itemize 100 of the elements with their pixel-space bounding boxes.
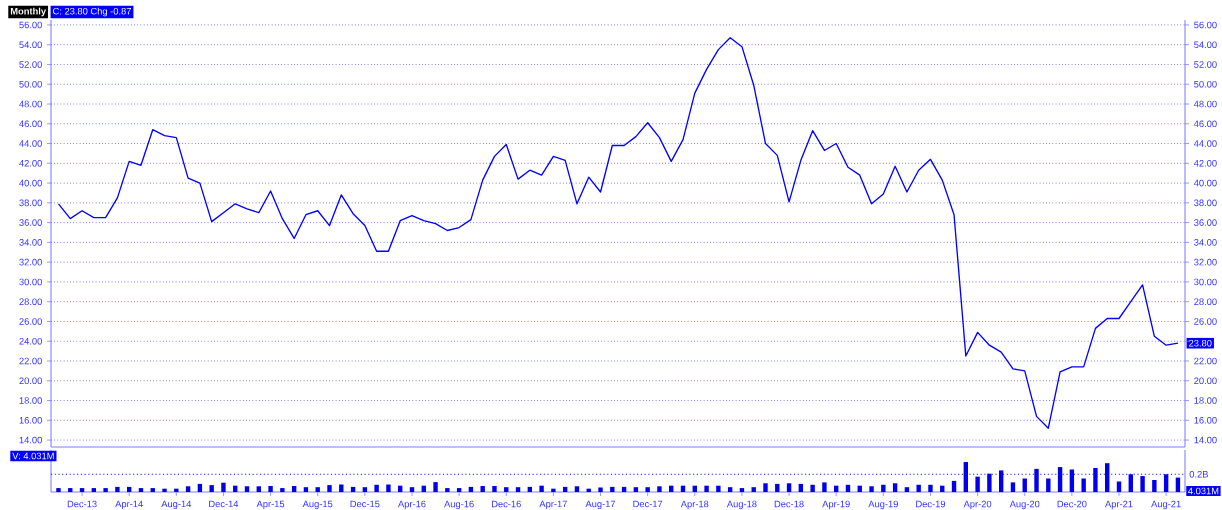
x-tick-label: Dec-14 xyxy=(209,500,239,508)
x-tick-label: Aug-14 xyxy=(161,500,192,510)
bar xyxy=(504,487,509,492)
bar xyxy=(185,486,191,492)
y2-tick-label: 28.00 xyxy=(1194,298,1217,305)
bar xyxy=(633,487,639,492)
bar xyxy=(103,488,108,492)
bar xyxy=(445,488,450,492)
bar xyxy=(303,487,309,492)
y2-tick-label: 16.00 xyxy=(1194,417,1217,424)
y2-tick-label: 22.00 xyxy=(1194,357,1217,365)
bar xyxy=(79,488,85,492)
bar xyxy=(174,488,179,492)
y-tick-label: 24.00 xyxy=(19,337,42,345)
bar xyxy=(551,488,556,492)
y-tick-label: 26.00 xyxy=(19,318,42,325)
y2-tick-label: 56.00 xyxy=(1194,21,1217,29)
bar xyxy=(433,482,438,492)
bar xyxy=(763,483,768,492)
bar xyxy=(704,485,709,492)
x-tick-label: Dec-20 xyxy=(1057,500,1087,508)
text: 4.031M xyxy=(1188,487,1219,495)
bar xyxy=(138,488,144,492)
bar xyxy=(574,486,580,492)
y2-tick-label: 52.00 xyxy=(1194,61,1217,68)
annotation: 23.80 xyxy=(1189,339,1212,347)
y2-tick-label: 44.00 xyxy=(1193,140,1217,147)
y2-tick-label: 38.00 xyxy=(1194,199,1217,207)
bar xyxy=(244,486,250,492)
bar xyxy=(727,487,733,492)
bar xyxy=(928,484,933,492)
bar xyxy=(350,486,356,492)
bar xyxy=(786,483,792,492)
bar xyxy=(598,487,603,492)
y-tick-label: 36.00 xyxy=(19,219,42,226)
bar xyxy=(916,484,921,492)
y2-tick-label: 50.00 xyxy=(1194,80,1217,88)
y-tick-label: 44.00 xyxy=(19,140,42,147)
x-tick-label: Dec-15 xyxy=(350,500,380,508)
bar xyxy=(716,485,721,492)
bar xyxy=(1116,481,1122,492)
y2-tick-label: 42.00 xyxy=(1193,160,1217,167)
bar xyxy=(810,484,815,492)
bar xyxy=(610,486,615,492)
bar xyxy=(468,486,474,492)
bar xyxy=(480,485,485,492)
y-tick-label: 46.00 xyxy=(19,120,42,128)
bar xyxy=(339,484,344,492)
x-tick-label: Aug-19 xyxy=(868,500,898,510)
bar xyxy=(1010,482,1016,492)
bar xyxy=(68,488,73,492)
bar xyxy=(951,480,957,492)
bar xyxy=(822,482,827,492)
y2-tick-label: 48.00 xyxy=(1193,100,1217,108)
x-tick-label: Dec-13 xyxy=(67,500,97,508)
x-tick-label: Dec-16 xyxy=(491,500,521,508)
y-tick-label: 14.00 xyxy=(19,436,42,444)
bar xyxy=(1046,478,1051,492)
bar xyxy=(492,485,497,492)
bar xyxy=(256,486,261,492)
bar xyxy=(515,487,521,492)
bar xyxy=(162,488,167,492)
bar xyxy=(362,487,368,492)
bar xyxy=(645,487,650,492)
y2-tick-label: 30.00 xyxy=(1194,278,1217,286)
x-tick-label: Dec-18 xyxy=(774,500,804,508)
x-tick-label: Apr-20 xyxy=(963,500,992,510)
bar xyxy=(562,486,568,492)
y2-tick-label: 40.00 xyxy=(1193,179,1217,187)
bar xyxy=(1022,478,1027,492)
ref-line-label: 0.2B xyxy=(1189,470,1208,478)
y2-tick-label: 34.00 xyxy=(1194,239,1217,246)
y2-tick-label: 54.00 xyxy=(1194,41,1217,48)
bar xyxy=(221,482,226,492)
bar xyxy=(374,484,379,492)
bar xyxy=(975,476,980,492)
bar xyxy=(280,488,285,492)
bar xyxy=(539,485,544,492)
y-tick-label: 40.00 xyxy=(19,179,42,187)
bar xyxy=(150,488,155,492)
y2-tick-label: 18.00 xyxy=(1194,397,1217,404)
y-tick-label: 38.00 xyxy=(19,199,42,207)
bar xyxy=(126,486,132,492)
y-tick-label: 48.00 xyxy=(19,100,42,108)
bar xyxy=(291,485,297,492)
y2-tick-label: 46.00 xyxy=(1193,120,1217,128)
bar xyxy=(409,487,415,492)
bar xyxy=(386,484,391,492)
bar xyxy=(621,486,627,492)
y-tick-label: 52.00 xyxy=(19,61,42,68)
text: C: 23.80 Chg -0.87 xyxy=(53,7,131,17)
y-tick-label: 30.00 xyxy=(19,278,42,286)
x-tick-label: Aug-20 xyxy=(1009,500,1040,510)
bar xyxy=(739,488,745,492)
line-series xyxy=(57,37,1179,429)
bar xyxy=(315,487,320,492)
bar xyxy=(456,488,462,492)
x-tick-label: Dec-17 xyxy=(633,500,663,508)
y-tick-label: 50.00 xyxy=(19,80,42,88)
y2-tick-label: 20.00 xyxy=(1194,377,1217,385)
